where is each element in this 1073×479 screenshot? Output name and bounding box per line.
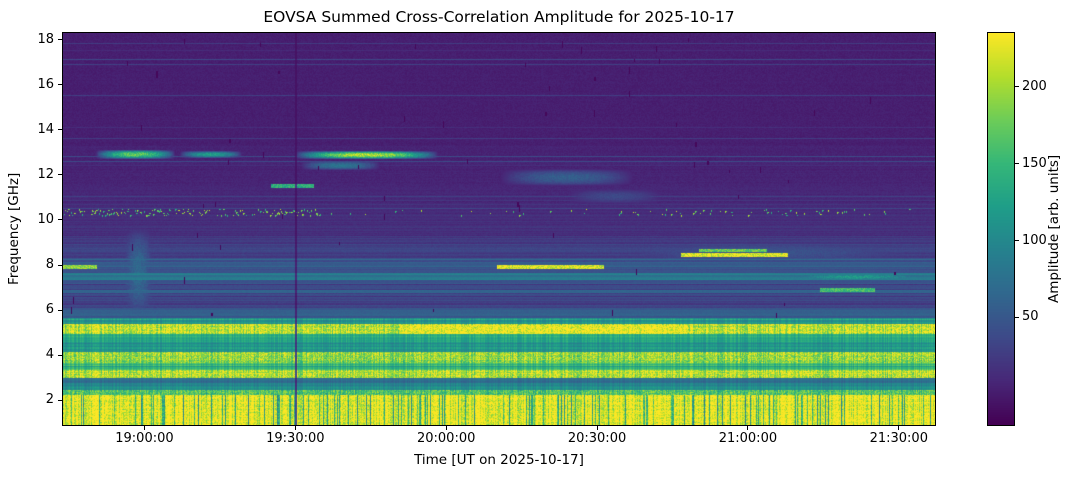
- colorbar-label: Amplitude [arb. units]: [1046, 154, 1062, 304]
- chart-title: EOVSA Summed Cross-Correlation Amplitude…: [263, 8, 735, 26]
- y-tick-label: 8: [45, 257, 54, 273]
- x-tick-mark: [445, 426, 447, 430]
- y-tick-label: 14: [37, 121, 54, 137]
- y-tick-mark: [58, 84, 62, 86]
- y-tick-mark: [58, 129, 62, 131]
- x-tick-label: 19:00:00: [115, 431, 174, 446]
- x-tick-label: 21:30:00: [869, 431, 928, 446]
- y-tick-label: 2: [45, 392, 54, 408]
- y-tick-label: 12: [37, 166, 54, 182]
- y-tick-mark: [58, 399, 62, 401]
- x-tick-mark: [294, 426, 296, 430]
- colorbar-tick-mark: [1015, 316, 1019, 318]
- y-tick-mark: [58, 264, 62, 266]
- x-tick-label: 20:00:00: [416, 431, 476, 446]
- x-tick-mark: [747, 426, 749, 430]
- x-tick-label: 20:30:00: [567, 431, 627, 446]
- y-tick-mark: [58, 309, 62, 311]
- y-axis-label: Frequency [GHz]: [6, 172, 22, 286]
- colorbar-tick-label: 100: [1022, 232, 1047, 248]
- spectrogram-canvas: [63, 33, 935, 425]
- y-tick-label: 16: [37, 76, 54, 92]
- x-tick-mark: [143, 426, 145, 430]
- colorbar-tick-mark: [1015, 163, 1019, 165]
- colorbar: [987, 32, 1015, 426]
- x-axis-label: Time [UT on 2025-10-17]: [414, 452, 584, 468]
- colorbar-tick-label: 150: [1022, 155, 1047, 171]
- x-tick-label: 21:00:00: [718, 431, 778, 446]
- colorbar-tick-label: 200: [1022, 78, 1047, 94]
- x-tick-mark: [898, 426, 900, 430]
- y-tick-mark: [58, 354, 62, 356]
- colorbar-tick-mark: [1015, 86, 1019, 88]
- y-tick-label: 4: [45, 347, 54, 363]
- colorbar-canvas: [988, 33, 1014, 425]
- y-tick-label: 18: [37, 31, 54, 47]
- colorbar-tick-mark: [1015, 240, 1019, 242]
- y-tick-mark: [58, 219, 62, 221]
- colorbar-tick-label: 50: [1022, 309, 1039, 325]
- y-tick-label: 6: [45, 302, 54, 318]
- x-tick-label: 19:30:00: [266, 431, 325, 446]
- x-tick-mark: [596, 426, 598, 430]
- y-tick-mark: [58, 39, 62, 41]
- y-tick-label: 10: [37, 211, 54, 227]
- plot-area: [62, 32, 936, 426]
- y-tick-mark: [58, 174, 62, 176]
